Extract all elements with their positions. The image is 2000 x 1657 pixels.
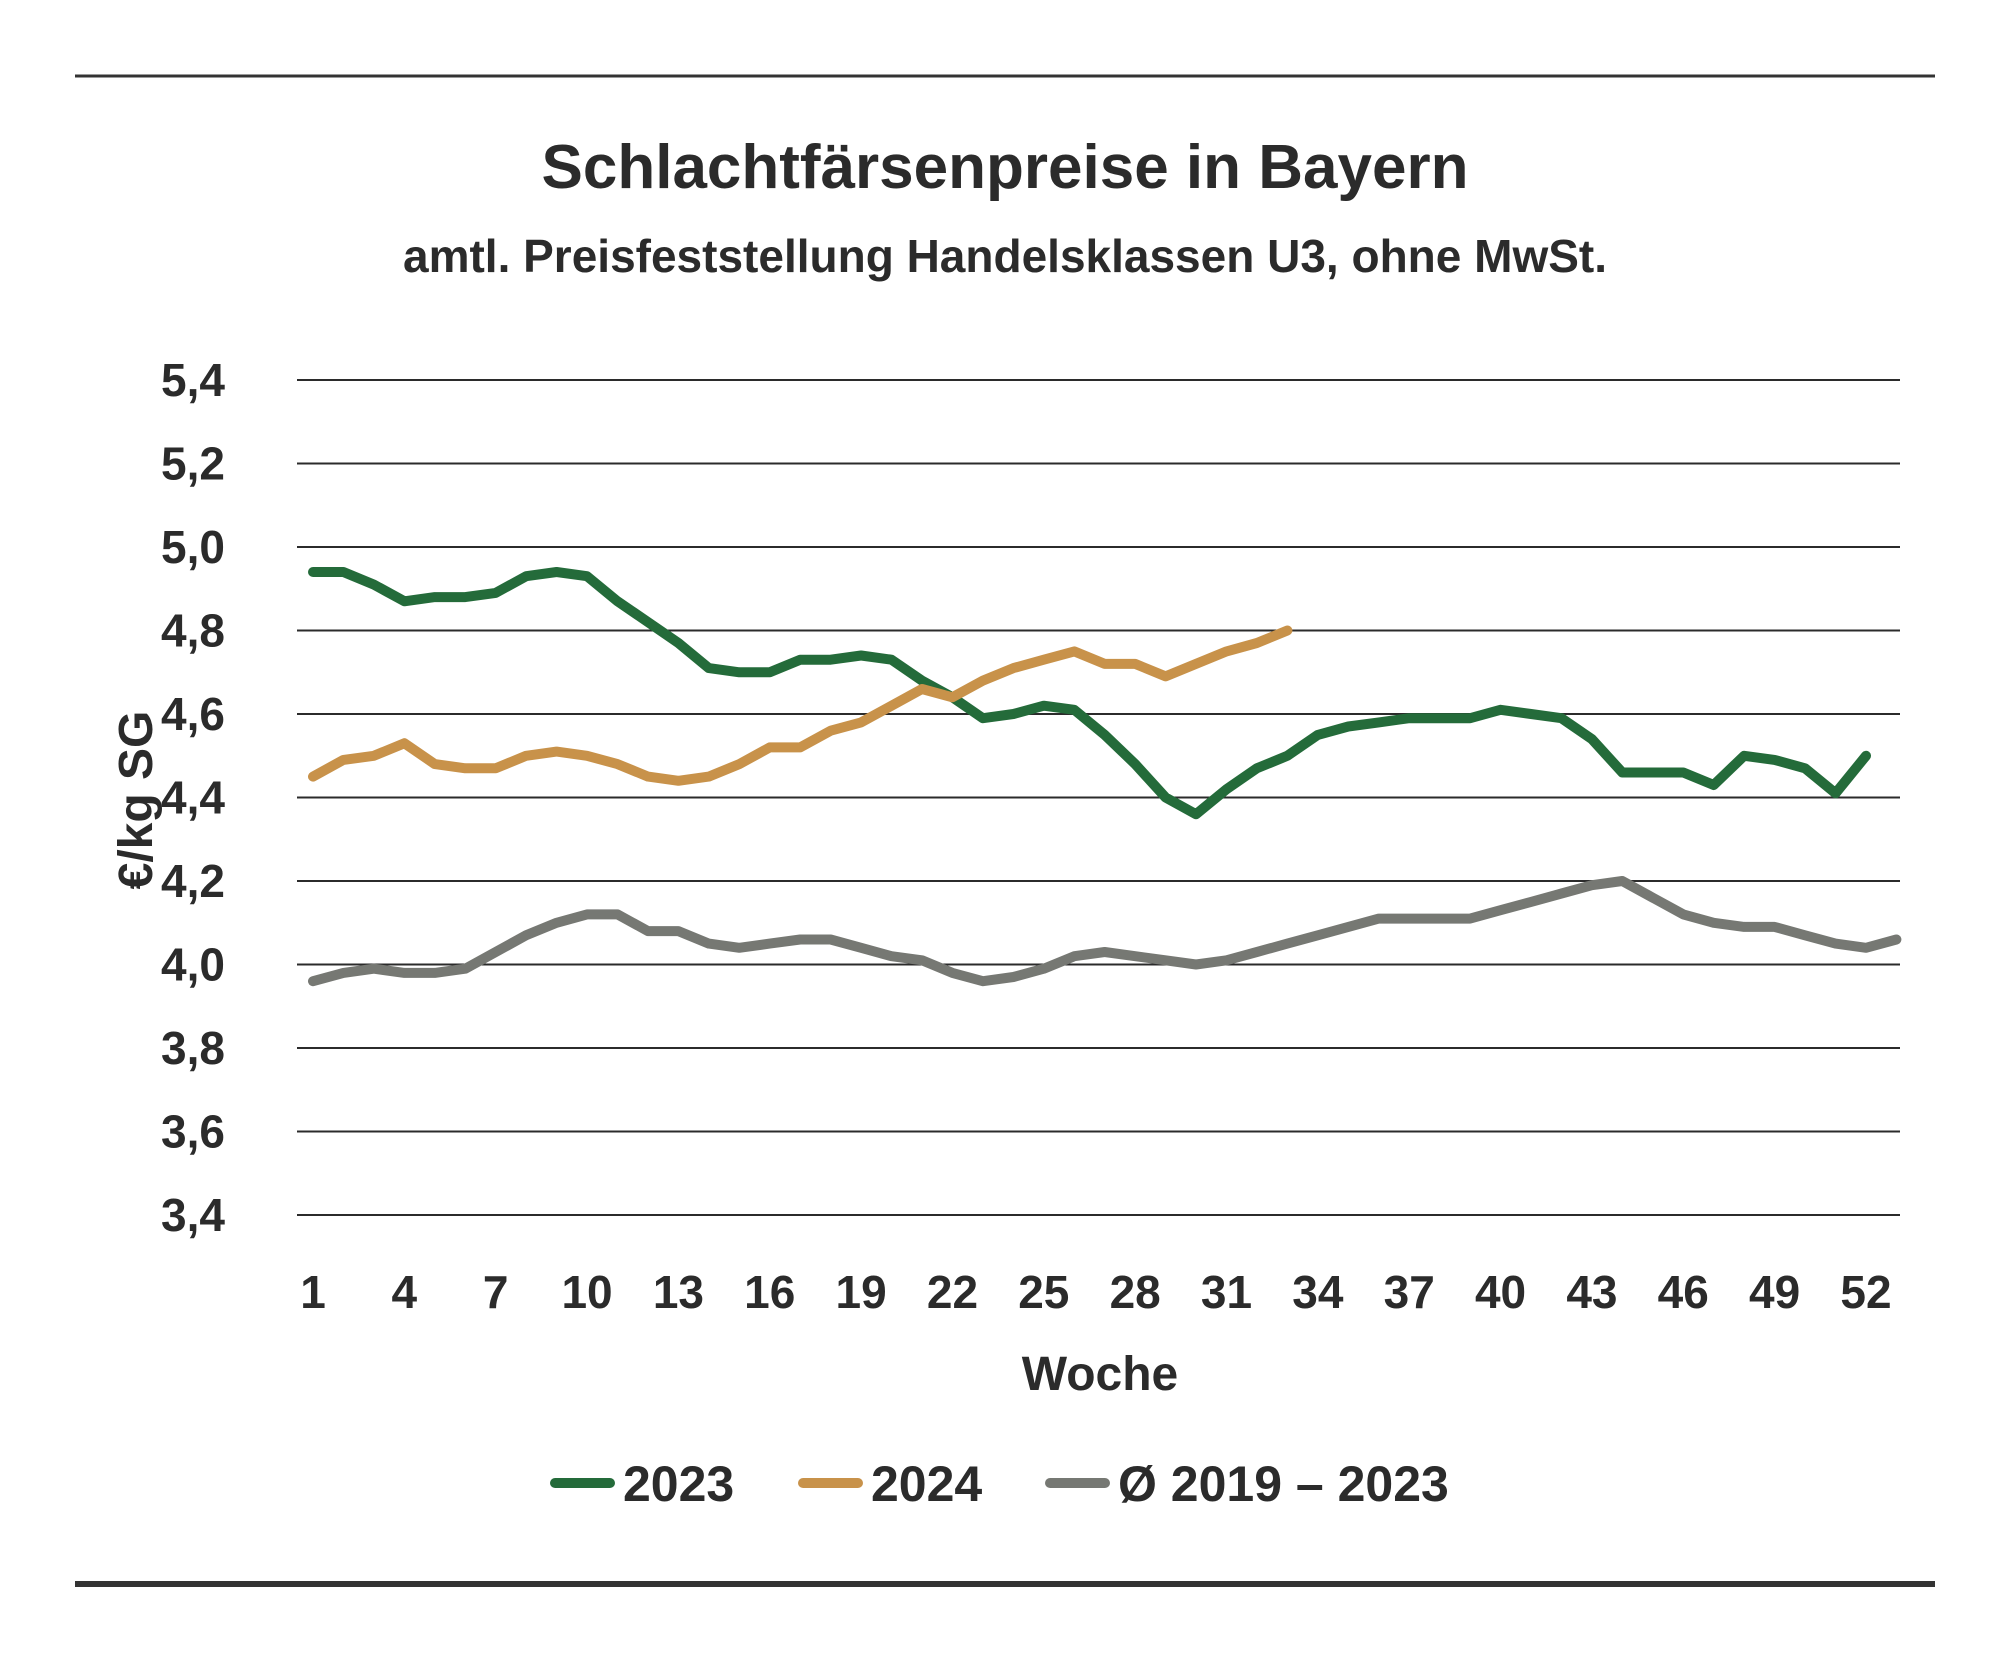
series-lines <box>308 567 1902 987</box>
x-tick-label: 4 <box>392 1266 418 1318</box>
y-tick-label: 3,6 <box>161 1106 225 1158</box>
x-tick-label: 1 <box>300 1266 326 1318</box>
x-tick-label: 25 <box>1018 1266 1069 1318</box>
y-tick-label: 4,4 <box>161 772 225 824</box>
chart-subtitle: amtl. Preisfeststellung Handelsklassen U… <box>403 230 1607 282</box>
x-tick-label: 43 <box>1566 1266 1617 1318</box>
y-tick-label: 5,4 <box>161 354 225 406</box>
y-tick-label: 5,0 <box>161 521 225 573</box>
x-tick-label: 49 <box>1749 1266 1800 1318</box>
x-tick-label: 52 <box>1840 1266 1891 1318</box>
x-tick-label: 34 <box>1292 1266 1344 1318</box>
y-axis-label: €/kg SG <box>110 711 163 890</box>
x-tick-label: 37 <box>1384 1266 1435 1318</box>
y-tick-label: 4,0 <box>161 939 225 991</box>
x-tick-label: 46 <box>1658 1266 1709 1318</box>
x-tick-label: 13 <box>653 1266 704 1318</box>
legend: 2023 2024 Ø 2019 – 2023 <box>550 1456 1449 1512</box>
y-tick-label: 4,6 <box>161 688 225 740</box>
y-tick-label: 5,2 <box>161 438 225 490</box>
x-tick-label: 16 <box>744 1266 795 1318</box>
y-tick-label: 3,4 <box>161 1189 225 1241</box>
x-tick-label: 22 <box>927 1266 978 1318</box>
y-tick-labels: 3,4 3,6 3,8 4,0 4,2 4,4 4,6 4,8 5,0 5,2 5,4 <box>161 354 225 1241</box>
x-tick-label: 7 <box>483 1266 509 1318</box>
x-tick-label: 28 <box>1110 1266 1161 1318</box>
gridlines <box>297 379 1900 1216</box>
x-axis-label: Woche <box>1022 1348 1178 1401</box>
x-tick-label: 10 <box>561 1266 612 1318</box>
x-tick-labels: 1 4 7 10 13 16 19 22 25 28 31 34 37 40 43 46 49 52 <box>300 1266 1891 1318</box>
y-tick-label: 4,8 <box>161 605 225 657</box>
x-tick-label: 31 <box>1201 1266 1252 1318</box>
legend-label: Ø 2019 – 2023 <box>1118 1456 1449 1512</box>
series-line-2 <box>308 876 1902 987</box>
series-line-0 <box>308 567 1871 820</box>
y-tick-label: 3,8 <box>161 1022 225 1074</box>
series-line-1 <box>308 625 1293 786</box>
legend-label: 2024 <box>871 1456 982 1512</box>
x-tick-label: 40 <box>1475 1266 1526 1318</box>
y-tick-label: 4,2 <box>161 855 225 907</box>
legend-label: 2023 <box>623 1456 734 1512</box>
chart-title: Schlachtfärsenpreise in Bayern <box>542 133 1469 202</box>
x-tick-label: 19 <box>836 1266 887 1318</box>
